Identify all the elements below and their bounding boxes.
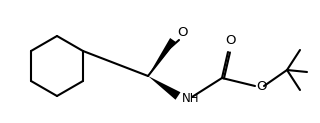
Polygon shape	[148, 38, 176, 76]
Text: O: O	[225, 34, 235, 47]
Text: O: O	[256, 80, 267, 93]
Polygon shape	[148, 76, 180, 100]
Text: NH: NH	[182, 92, 199, 106]
Text: O: O	[178, 25, 188, 38]
